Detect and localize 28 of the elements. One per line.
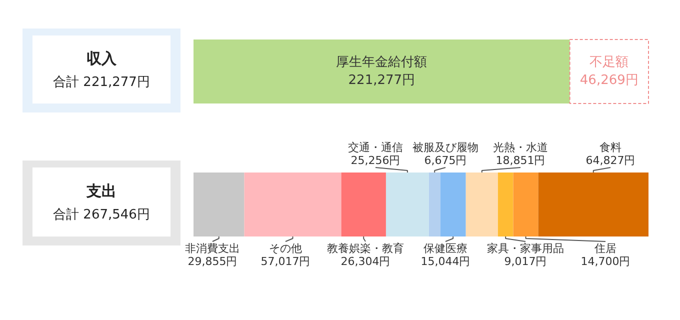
text: 住居 — [594, 242, 616, 255]
series-label: 交通・通信 — [348, 141, 403, 154]
series-label: 厚生年金給付額 — [336, 55, 428, 70]
data-label: 29,855円 — [188, 255, 238, 268]
series-label: 教養娯楽・教育 — [327, 242, 404, 255]
series-label: 保健医療 — [424, 242, 468, 255]
data-label: 25,256円 — [350, 154, 400, 167]
text: 被服及び履物 — [412, 141, 478, 154]
data-label: 6,675円 — [424, 154, 467, 167]
series-label: 光熱・水道 — [493, 141, 548, 154]
text: 合計 221,277円 — [53, 75, 150, 90]
series-label: 不足額 — [590, 55, 629, 70]
data-label: 15,044円 — [420, 255, 470, 268]
data-label: 26,304円 — [340, 255, 390, 268]
data-label: 57,017円 — [260, 255, 310, 268]
data-label: 221,277円 — [348, 73, 416, 88]
data-label: 64,827円 — [586, 154, 636, 167]
data-label: 14,700円 — [580, 255, 630, 268]
series-label: 食料 — [600, 141, 622, 154]
y-tick-label: 支出 — [86, 182, 116, 200]
series-label: 家具・家事用品 — [487, 242, 564, 255]
series-label: 非消費支出 — [185, 242, 240, 255]
data-label: 9,017円 — [504, 255, 547, 268]
data-label: 46,269円 — [580, 73, 638, 88]
data-label: 18,851円 — [496, 154, 546, 167]
series-label: その他 — [269, 242, 302, 255]
y-tick-label: 収入 — [86, 50, 118, 68]
text: 合計 267,546円 — [53, 208, 150, 222]
